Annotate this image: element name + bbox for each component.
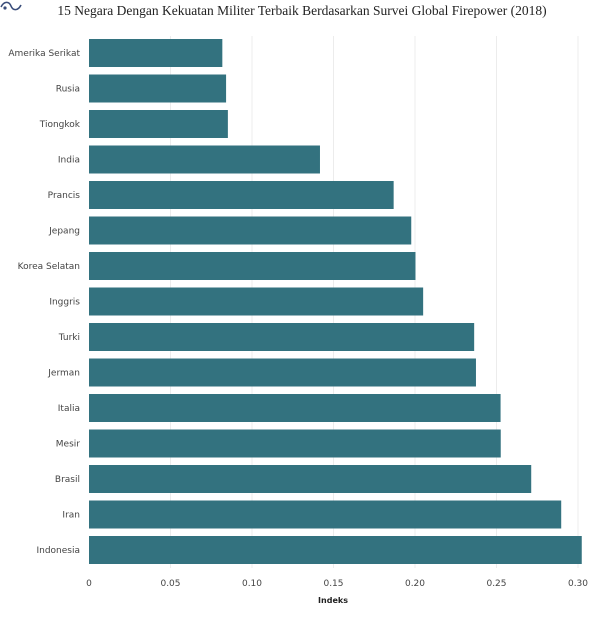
bar-jerman[interactable] bbox=[89, 358, 476, 387]
bar-italia[interactable] bbox=[89, 394, 501, 422]
bar-korea-selatan[interactable] bbox=[89, 252, 416, 280]
logo-icon bbox=[0, 1, 22, 11]
x-tick-label: 0.10 bbox=[242, 579, 262, 589]
x-tick-label: 0.05 bbox=[160, 579, 180, 589]
category-label: Turki bbox=[58, 333, 80, 343]
category-label: Amerika Serikat bbox=[8, 49, 80, 59]
category-label: Indonesia bbox=[36, 546, 80, 556]
category-labels: Amerika Serikat Rusia Tiongkok India Prancis… bbox=[8, 49, 80, 556]
x-tick-label: 0.25 bbox=[486, 579, 506, 589]
category-label: Brasil bbox=[55, 475, 80, 485]
bar-turki[interactable] bbox=[89, 323, 475, 351]
bar-mesir[interactable] bbox=[89, 429, 501, 458]
category-label: Prancis bbox=[48, 191, 81, 201]
category-label: Tiongkok bbox=[39, 120, 81, 130]
bar-rusia[interactable] bbox=[89, 74, 227, 103]
category-label: India bbox=[58, 156, 80, 166]
bar-tiongkok[interactable] bbox=[89, 110, 228, 138]
x-tick-labels: 0 0.05 0.10 0.15 0.20 0.25 0.30 bbox=[86, 579, 588, 589]
bar-brasil[interactable] bbox=[89, 465, 532, 493]
bar-indonesia[interactable] bbox=[89, 536, 582, 564]
bar-prancis[interactable] bbox=[89, 181, 394, 209]
category-label: Jerman bbox=[47, 369, 80, 379]
x-axis-title: Indeks bbox=[318, 596, 348, 605]
x-tick-label: 0 bbox=[86, 579, 92, 589]
x-tick-label: 0.20 bbox=[405, 579, 425, 589]
category-label: Iran bbox=[62, 511, 80, 521]
category-label: Rusia bbox=[56, 85, 80, 95]
chart-title: 15 Negara Dengan Kekuatan Militer Terbai… bbox=[57, 3, 547, 18]
bar-india[interactable] bbox=[89, 145, 320, 174]
category-label: Mesir bbox=[56, 440, 80, 450]
category-label: Inggris bbox=[49, 298, 80, 308]
x-tick-label: 0.15 bbox=[323, 579, 343, 589]
bar-jepang[interactable] bbox=[89, 216, 412, 245]
bars bbox=[89, 39, 582, 564]
bar-iran[interactable] bbox=[89, 500, 562, 529]
x-tick-label: 0.30 bbox=[568, 579, 588, 589]
bar-amerika-serikat[interactable] bbox=[89, 39, 223, 67]
category-label: Jepang bbox=[48, 227, 80, 237]
category-label: Korea Selatan bbox=[18, 262, 80, 272]
category-label: Italia bbox=[58, 404, 80, 414]
bar-inggris[interactable] bbox=[89, 287, 424, 316]
